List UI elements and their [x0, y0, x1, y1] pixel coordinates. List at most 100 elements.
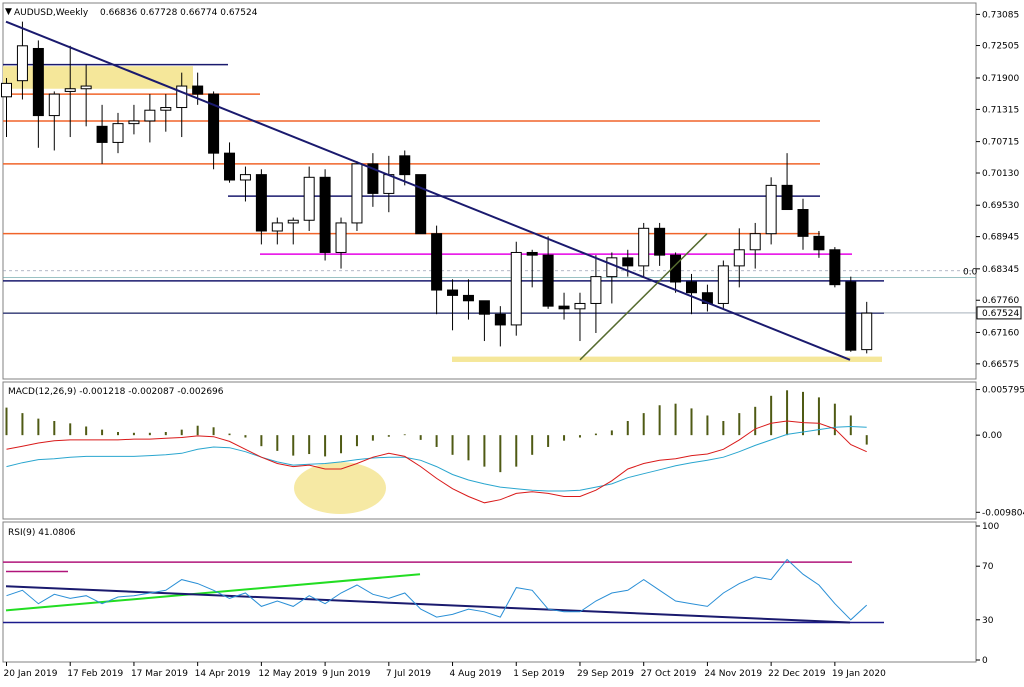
candle-body: [781, 184, 793, 211]
candle-body: [160, 107, 172, 111]
candle-body: [144, 109, 156, 122]
price-tick-label: 0.67760: [982, 296, 1019, 306]
candle-body: [542, 254, 554, 307]
candle-body: [239, 174, 251, 181]
time-tick-label: 17 Feb 2019: [67, 669, 123, 679]
time-tick-label: 27 Oct 2019: [641, 669, 697, 679]
rsi-tick-label: 100: [982, 522, 999, 532]
time-axis: 20 Jan 2019 17 Feb 2019 17 Mar 2019 14 Apr …: [4, 662, 886, 679]
time-tick-label: 20 Jan 2019: [4, 669, 58, 679]
time-tick-label: 12 May 2019: [258, 669, 317, 679]
candle-body: [590, 276, 602, 304]
candle-body: [845, 281, 857, 351]
candle-body: [478, 300, 490, 315]
candle-body: [526, 251, 538, 256]
symbol-label: AUDUSD,Weekly: [14, 8, 89, 18]
macd-label: MACD(12,26,9) -0.001218 -0.002087 -0.002…: [8, 387, 224, 397]
candle-body: [208, 93, 220, 154]
macd-signal-line: [6, 420, 867, 504]
rsi-panel-frame: [2, 521, 977, 663]
macd-tick-label: 0.005795: [982, 386, 1024, 396]
time-tick-label: 29 Sep 2019: [577, 669, 634, 679]
price-tick-label: 0.70715: [982, 138, 1019, 148]
candle-body: [861, 312, 873, 351]
candle-body: [112, 123, 124, 143]
price-panel-frame: [2, 2, 977, 380]
macd-line: [6, 425, 867, 492]
candle-body: [638, 227, 650, 267]
candle-body: [367, 163, 379, 194]
rsi-tick-label: 30: [982, 616, 994, 626]
candle-body: [287, 219, 299, 224]
current-price-label: 0.67524: [982, 309, 1019, 319]
candle-body: [622, 257, 634, 267]
candle-body: [96, 125, 108, 143]
candle-body: [32, 47, 44, 117]
candle-body: [224, 152, 236, 181]
price-tick-label: 0.71900: [982, 74, 1019, 84]
candle-body: [749, 233, 761, 251]
macd-highlight-ellipse: [294, 462, 386, 514]
candle-body: [813, 235, 825, 251]
candle-body: [574, 302, 586, 310]
time-tick-label: 1 Sep 2019: [513, 669, 565, 679]
candle-body: [128, 120, 140, 125]
rsi-descending-trendline: [5, 585, 851, 624]
candle-body: [447, 289, 459, 296]
candle-body: [685, 281, 697, 294]
candle-body: [733, 249, 745, 267]
macd-tick-label: -0.009804: [982, 508, 1024, 518]
candle-body: [765, 184, 777, 235]
current-price-tag: [976, 306, 1022, 320]
rsi-label: RSI(9) 41.0806: [8, 528, 76, 538]
candle-body: [80, 85, 92, 90]
price-tick-label: 0.67160: [982, 328, 1019, 338]
candle-body: [48, 93, 60, 117]
candle-body: [654, 227, 666, 256]
price-panel: 0.0 0.73085 0.72505 0.71900 0.71315 0.70715 0…: [1, 2, 1022, 380]
candle-body: [16, 45, 28, 82]
candle-body: [717, 265, 729, 304]
time-tick-label: 19 Jan 2020: [832, 669, 886, 679]
rsi-line: [6, 558, 868, 621]
time-tick-label: 17 Mar 2019: [131, 669, 188, 679]
candle-body: [829, 249, 841, 286]
price-tick-label: 0.73085: [982, 10, 1019, 20]
rsi-panel: 100 70 30 0: [2, 521, 999, 666]
price-tick-label: 0.72505: [982, 42, 1019, 52]
candle-body: [431, 233, 443, 291]
candle-body: [494, 313, 506, 326]
time-tick-label: 7 Jul 2019: [386, 669, 431, 679]
time-tick-label: 24 Nov 2019: [704, 669, 762, 679]
candle-body: [351, 163, 363, 224]
price-tick-label: 0.71315: [982, 105, 1019, 115]
candle-body: [606, 257, 618, 278]
price-tick-label: 0.68945: [982, 233, 1019, 243]
candle-body: [399, 155, 411, 176]
rsi-tick-label: 70: [982, 562, 994, 572]
time-tick-label: 9 Jun 2019: [322, 669, 371, 679]
candle-body: [462, 294, 474, 302]
candle-body: [510, 251, 522, 326]
candle-body: [797, 209, 809, 237]
fib-level-label: 0.0: [963, 268, 978, 278]
candle-body: [335, 222, 347, 253]
candle-body: [192, 85, 204, 95]
candle-body: [670, 254, 682, 283]
descending-trendline: [5, 20, 851, 361]
resistance-zone-top: [3, 66, 193, 89]
price-tick-label: 0.70130: [982, 169, 1019, 179]
time-tick-label: 4 Aug 2019: [450, 669, 502, 679]
candle-body: [558, 305, 570, 310]
time-tick-label: 14 Apr 2019: [195, 669, 251, 679]
candle-body: [64, 88, 76, 92]
candle-body: [271, 222, 283, 232]
support-zone-bottom: [452, 356, 882, 362]
candle-body: [255, 174, 267, 232]
rsi-ascending-trendline: [5, 573, 421, 612]
time-tick-label: 22 Dec 2019: [768, 669, 826, 679]
rsi-tick-label: 0: [982, 656, 988, 666]
ohlc-readout: 0.66836 0.67728 0.66774 0.67524: [100, 8, 258, 18]
